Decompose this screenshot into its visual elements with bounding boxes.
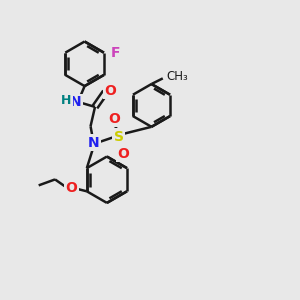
Text: S: S <box>114 130 124 144</box>
Text: F: F <box>110 46 120 60</box>
Text: N: N <box>70 95 82 110</box>
Text: N: N <box>88 136 99 150</box>
Text: O: O <box>117 147 129 161</box>
Text: O: O <box>65 181 77 195</box>
Text: O: O <box>108 112 120 126</box>
Text: H: H <box>61 94 71 106</box>
Text: CH₃: CH₃ <box>166 70 188 83</box>
Text: O: O <box>104 84 116 98</box>
